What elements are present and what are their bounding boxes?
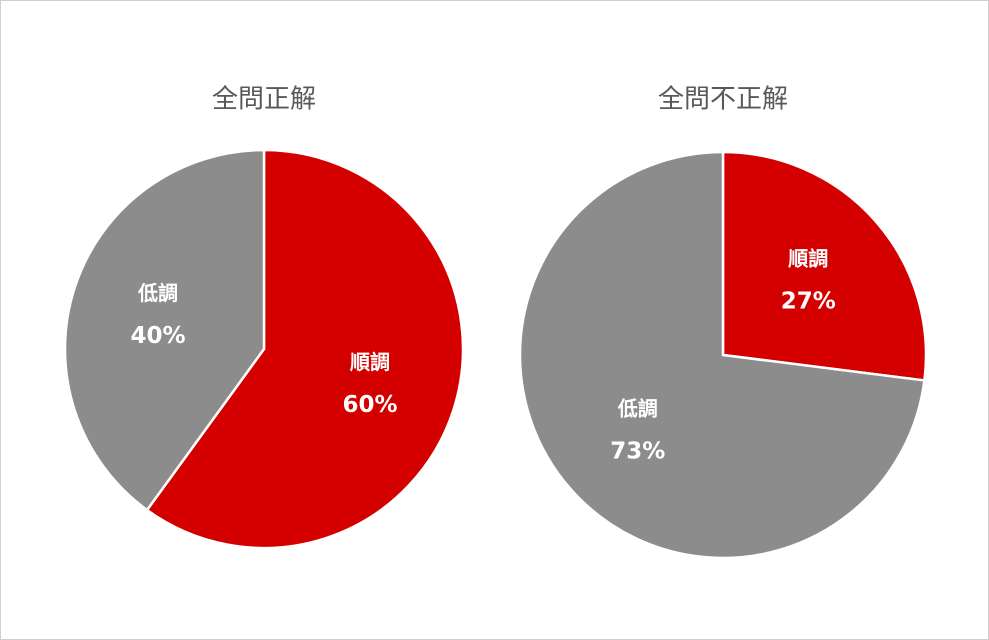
pie-slice (145, 148, 465, 550)
chart-title: 全問不正解 (658, 85, 788, 115)
data-label: 27% (781, 288, 836, 314)
data-label: 73% (610, 439, 665, 465)
slice-label: 順調 (350, 350, 390, 374)
pie-slice (721, 150, 928, 382)
chart-title: 全問正解 (212, 85, 316, 115)
data-label: 60% (342, 392, 397, 418)
slice-label: 低調 (137, 281, 178, 305)
pie-slice (63, 148, 266, 512)
pie-slice (518, 150, 926, 560)
data-label: 40% (130, 323, 185, 349)
slice-label: 順調 (788, 246, 828, 270)
slice-label: 低調 (617, 397, 658, 421)
